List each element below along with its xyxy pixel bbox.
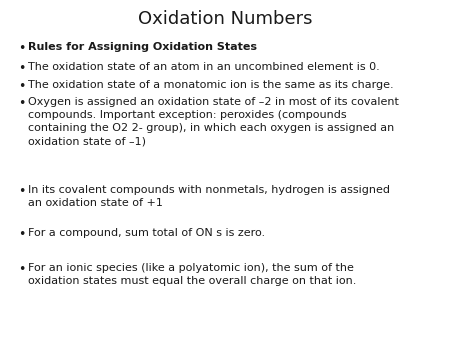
- Text: Oxidation Numbers: Oxidation Numbers: [138, 10, 312, 28]
- Text: •: •: [18, 185, 25, 198]
- Text: Oxygen is assigned an oxidation state of –2 in most of its covalent
compounds. I: Oxygen is assigned an oxidation state of…: [28, 97, 399, 147]
- Text: •: •: [18, 80, 25, 93]
- Text: •: •: [18, 42, 25, 55]
- Text: The oxidation state of a monatomic ion is the same as its charge.: The oxidation state of a monatomic ion i…: [28, 80, 394, 90]
- Text: For an ionic species (like a polyatomic ion), the sum of the
oxidation states mu: For an ionic species (like a polyatomic …: [28, 263, 356, 286]
- Text: •: •: [18, 228, 25, 241]
- Text: •: •: [18, 263, 25, 276]
- Text: The oxidation state of an atom in an uncombined element is 0.: The oxidation state of an atom in an unc…: [28, 62, 380, 72]
- Text: •: •: [18, 62, 25, 75]
- Text: Rules for Assigning Oxidation States: Rules for Assigning Oxidation States: [28, 42, 257, 52]
- Text: •: •: [18, 97, 25, 110]
- Text: In its covalent compounds with nonmetals, hydrogen is assigned
an oxidation stat: In its covalent compounds with nonmetals…: [28, 185, 390, 208]
- Text: For a compound, sum total of ON s is zero.: For a compound, sum total of ON s is zer…: [28, 228, 265, 238]
